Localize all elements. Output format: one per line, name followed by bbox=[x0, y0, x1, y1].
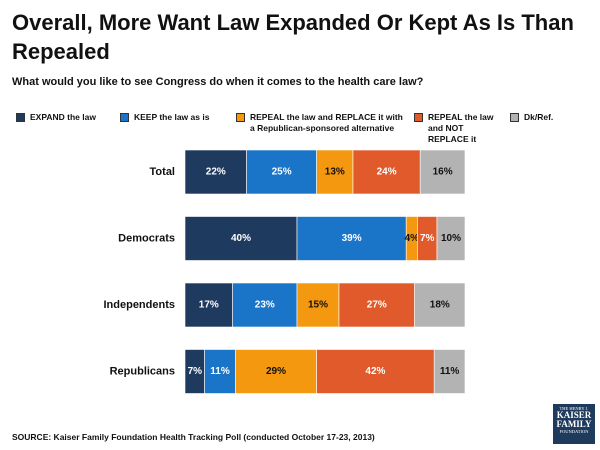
category-label: Independents bbox=[103, 299, 175, 311]
value-label: 16% bbox=[433, 167, 453, 178]
value-label: 10% bbox=[441, 233, 461, 244]
value-label: 11% bbox=[210, 366, 230, 377]
category-label: Total bbox=[150, 166, 175, 178]
bar-segment bbox=[316, 149, 354, 195]
legend-label: REPEAL the law and NOT REPLACE it bbox=[428, 112, 494, 144]
bar-segment bbox=[184, 216, 298, 261]
legend-label: REPEAL the law and REPLACE it with a Rep… bbox=[250, 112, 403, 133]
value-label: 4% bbox=[405, 233, 420, 244]
bar-segment bbox=[235, 349, 317, 394]
value-label: 7% bbox=[188, 366, 203, 377]
bar-segment bbox=[414, 282, 466, 328]
chart-subtitle: What would you like to see Congress do w… bbox=[12, 76, 424, 88]
logo-main: KAISER FAMILY bbox=[556, 410, 592, 429]
legend-item: KEEP the law as is bbox=[120, 112, 230, 123]
legend-label: Dk/Ref. bbox=[524, 112, 554, 122]
legend-swatch bbox=[414, 113, 423, 122]
legend-swatch bbox=[120, 113, 129, 122]
value-label: 23% bbox=[255, 300, 275, 311]
value-label: 18% bbox=[430, 300, 450, 311]
legend-item: REPEAL the law and REPLACE it with a Rep… bbox=[236, 112, 406, 134]
legend-label: EXPAND the law bbox=[30, 112, 96, 122]
value-label: 29% bbox=[266, 366, 286, 377]
legend-swatch bbox=[16, 113, 25, 122]
bar-segment bbox=[433, 349, 466, 394]
bar-segment bbox=[184, 149, 247, 195]
value-label: 39% bbox=[342, 233, 362, 244]
value-label: 7% bbox=[420, 233, 435, 244]
bar-segment bbox=[184, 282, 233, 328]
legend-swatch bbox=[236, 113, 245, 122]
value-label: 40% bbox=[231, 233, 251, 244]
bar-segment bbox=[232, 282, 298, 328]
logo-bottom: FOUNDATION bbox=[559, 429, 589, 434]
category-label: Democrats bbox=[118, 232, 175, 244]
value-label: 42% bbox=[365, 366, 385, 377]
value-label: 22% bbox=[206, 167, 226, 178]
bar-segment bbox=[436, 216, 466, 261]
value-label: 24% bbox=[377, 167, 397, 178]
chart-title: Overall, More Want Law Expanded Or Kept … bbox=[12, 10, 574, 64]
source-note: SOURCE: Kaiser Family Foundation Health … bbox=[12, 432, 375, 442]
logo-top: THE HENRY J. bbox=[559, 406, 589, 411]
category-label: Republicans bbox=[110, 365, 175, 377]
legend-item: Dk/Ref. bbox=[510, 112, 570, 123]
logo: THE HENRY J. KAISER FAMILY FOUNDATION bbox=[553, 404, 595, 444]
bar-segment bbox=[204, 349, 236, 394]
value-label: 11% bbox=[440, 366, 460, 377]
value-label: 25% bbox=[272, 167, 292, 178]
value-label: 27% bbox=[367, 300, 387, 311]
legend-swatch bbox=[510, 113, 519, 122]
bar-segment bbox=[246, 149, 317, 195]
bar-segment bbox=[352, 149, 421, 195]
legend-label: KEEP the law as is bbox=[134, 112, 210, 122]
legend-item: REPEAL the law and NOT REPLACE it bbox=[414, 112, 506, 145]
bar-segment bbox=[296, 216, 407, 261]
value-label: 17% bbox=[199, 300, 219, 311]
legend-item: EXPAND the law bbox=[16, 112, 116, 123]
value-label: 13% bbox=[325, 167, 345, 178]
value-label: 15% bbox=[308, 300, 328, 311]
bar-segment bbox=[419, 149, 466, 195]
